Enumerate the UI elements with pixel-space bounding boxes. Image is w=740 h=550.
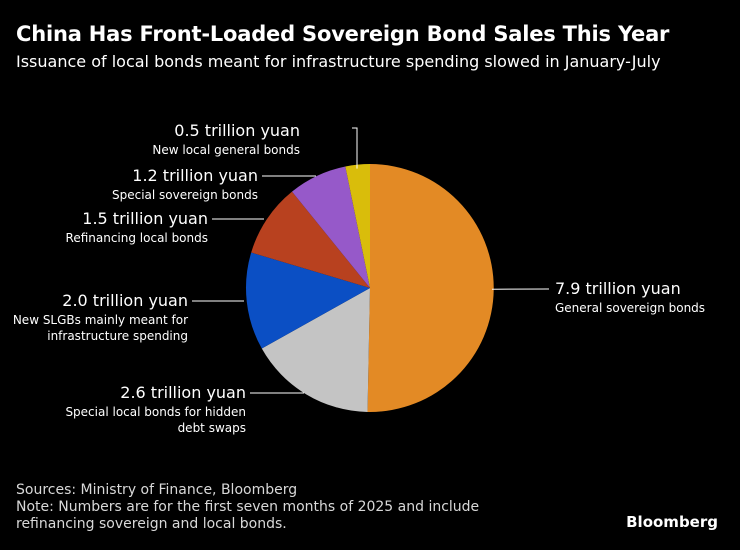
slice-category-label-4-1: Refinancing local bonds: [66, 231, 208, 245]
slice-category-label-3-1: New SLGBs mainly meant for: [13, 313, 188, 327]
slice-value-label-1: 7.9 trillion yuan: [555, 279, 681, 298]
sources-text: Sources: Ministry of Finance, Bloomberg: [16, 482, 298, 498]
slice-value-label-5: 1.2 trillion yuan: [132, 166, 258, 185]
pie-slice-6: [345, 163, 370, 288]
note-text-line-1: Note: Numbers are for the first seven mo…: [16, 499, 480, 515]
chart-subtitle: Issuance of local bonds meant for infras…: [16, 52, 661, 71]
pie-slice-4: [251, 191, 370, 288]
bloomberg-logo: Bloomberg: [626, 513, 718, 531]
pie-slice-5: [292, 166, 370, 288]
leader-line-6: [352, 127, 358, 169]
slice-value-label-6: 0.5 trillion yuan: [174, 121, 300, 140]
slice-category-label-2-1: Special local bonds for hidden: [65, 405, 246, 419]
slice-value-label-3: 2.0 trillion yuan: [62, 291, 188, 310]
slice-category-label-3-2: infrastructure spending: [47, 329, 188, 343]
pie-slice-3: [245, 252, 370, 349]
pie-slice-2: [261, 288, 370, 412]
slice-category-label-6-1: New local general bonds: [152, 143, 300, 157]
slice-value-label-2: 2.6 trillion yuan: [120, 383, 246, 402]
note-text-line-2: refinancing sovereign and local bonds.: [16, 516, 287, 532]
slice-category-label-5-1: Special sovereign bonds: [112, 188, 258, 202]
slice-category-label-1-1: General sovereign bonds: [555, 301, 705, 315]
slice-value-label-4: 1.5 trillion yuan: [82, 209, 208, 228]
slice-category-label-2-2: debt swaps: [178, 421, 246, 435]
chart-footer: Sources: Ministry of Finance, Bloomberg …: [16, 482, 479, 533]
pie-slice-1: [367, 164, 494, 412]
chart-title: China Has Front-Loaded Sovereign Bond Sa…: [16, 22, 670, 46]
